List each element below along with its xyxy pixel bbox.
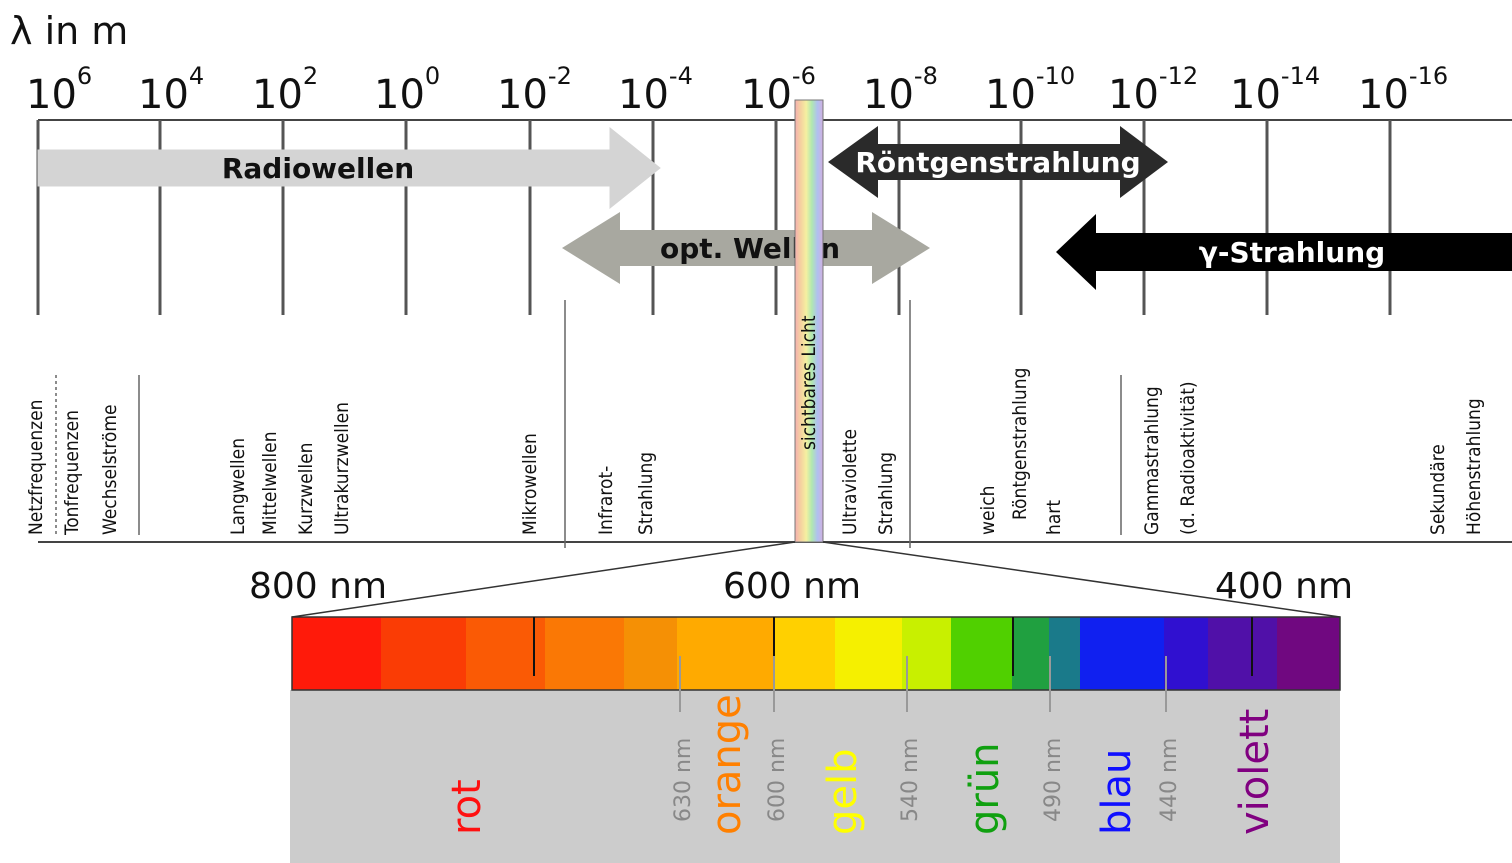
band-label: Strahlung [875, 452, 897, 535]
color-name-gruen: grün [962, 742, 1008, 835]
boundary-labels: 630 nm 600 nm 540 nm 490 nm 440 nm [671, 738, 1182, 822]
tick-label: 106 [26, 62, 92, 118]
spectrum-segment [1012, 617, 1050, 690]
band-separators [55, 300, 1122, 548]
spectrum-segment [624, 617, 678, 690]
nm-label-600: 600 nm [723, 566, 861, 607]
spectrum-segment [902, 617, 952, 690]
spectrum-bar [291, 616, 1341, 691]
color-name-orange: orange [704, 694, 750, 835]
band-label: Mittelwellen [259, 431, 281, 535]
color-name-rot: rot [444, 779, 490, 835]
visible-light-label: sichtbares Licht [798, 315, 820, 450]
tick-label: 10-8 [863, 62, 938, 118]
roentgen-arrow [828, 126, 1168, 198]
spectrum-segment [1277, 617, 1340, 690]
band-label: hart [1043, 500, 1065, 535]
band-label: Infrarot- [595, 466, 617, 535]
tick-lines [36, 120, 1392, 315]
spectrum-segment [774, 617, 836, 690]
spectrum-bar-outline [291, 616, 1341, 691]
tick-label: 10-10 [985, 62, 1075, 118]
band-label: Ultraviolette [839, 429, 861, 535]
band-label: weich [977, 486, 999, 536]
visible-light-strip [794, 99, 824, 543]
tick-label: 10-16 [1358, 62, 1448, 118]
tick-label: 104 [138, 62, 204, 118]
band-label: Röntgenstrahlung [1009, 368, 1031, 520]
gamma-label: γ-Strahlung [1199, 236, 1385, 269]
color-names-panel [290, 690, 1340, 863]
tick-label: 100 [374, 62, 440, 118]
band-label: Wechselströme [99, 404, 121, 535]
spectrum-segment [545, 617, 625, 690]
spectrum-segment [292, 617, 382, 690]
boundary-lines [679, 656, 1167, 712]
tick-label: 10-2 [497, 62, 572, 118]
band-label: (d. Radioaktivität) [1177, 381, 1199, 535]
tick-labels: 106 104 102 100 10-2 10-4 10-6 10-8 10-1… [26, 62, 1448, 118]
boundary-label: 540 nm [898, 738, 923, 822]
spectrum-segment [1208, 617, 1278, 690]
band-label: Kurzwellen [295, 443, 317, 535]
tick-label: 10-14 [1230, 62, 1320, 118]
axis-title: λ in m [10, 9, 128, 53]
boundary-label: 490 nm [1041, 738, 1066, 822]
spectrum-segment [835, 617, 903, 690]
nm-label-400: 400 nm [1215, 566, 1353, 607]
band-label: Höhenstrahlung [1463, 398, 1485, 535]
color-names: rot orange gelb grün blau violett [444, 694, 1278, 835]
gamma-arrow [1056, 214, 1512, 290]
roentgen-label: Röntgenstrahlung [855, 146, 1140, 179]
spectrum-segment [466, 617, 546, 690]
band-label: Mikrowellen [519, 433, 541, 535]
spectrum-segment [677, 617, 775, 690]
tick-label: 10-12 [1108, 62, 1198, 118]
boundary-label: 600 nm [765, 738, 790, 822]
color-name-gelb: gelb [820, 748, 866, 835]
radiowellen-label: Radiowellen [222, 152, 414, 185]
band-labels: Netzfrequenzen Tonfrequenzen Wechselströ… [25, 368, 1485, 536]
band-label: Netzfrequenzen [25, 400, 47, 536]
zoom-line-right [822, 541, 1341, 618]
nm-label-800: 800 nm [249, 566, 387, 607]
band-label: Langwellen [227, 438, 249, 535]
band-label: Ultrakurzwellen [331, 402, 353, 535]
spectrum-segment [381, 617, 467, 690]
tick-label: 10-6 [741, 62, 816, 118]
boundary-label: 630 nm [671, 738, 696, 822]
spectrum-segment [1164, 617, 1209, 690]
optical-arrow [562, 212, 930, 284]
color-name-violett: violett [1232, 709, 1278, 835]
spectrum-segment [1049, 617, 1081, 690]
band-label: Tonfrequenzen [61, 410, 83, 536]
color-name-blau: blau [1094, 749, 1140, 835]
band-label: Sekundäre [1427, 444, 1449, 535]
spectrum-segment [951, 617, 1013, 690]
band-label: Strahlung [635, 452, 657, 535]
band-label: Gammastrahlung [1141, 386, 1163, 535]
spectrum-segment [1080, 617, 1165, 690]
radiowellen-arrow [37, 126, 661, 210]
tick-label: 10-4 [618, 62, 693, 118]
boundary-label: 440 nm [1157, 738, 1182, 822]
tick-label: 102 [252, 62, 318, 118]
zoom-line-left [291, 541, 796, 618]
